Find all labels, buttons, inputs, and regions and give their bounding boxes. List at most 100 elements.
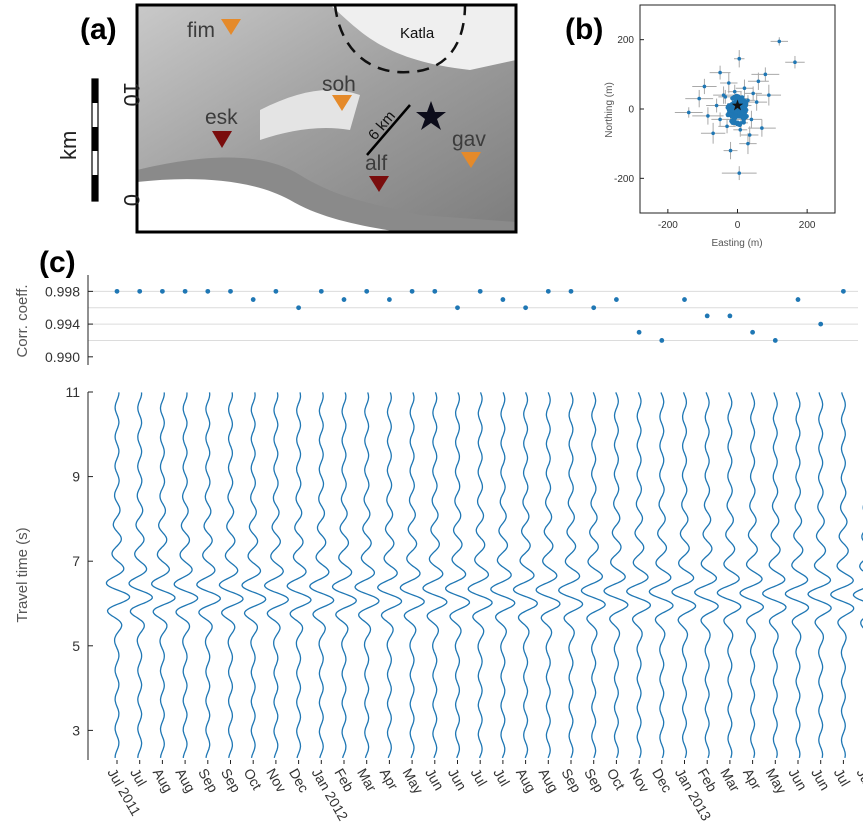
waveform-trace xyxy=(331,392,357,759)
waveform-trace xyxy=(263,392,289,759)
station-gav: gav xyxy=(452,128,486,168)
waveform-x-tick-label: Jul xyxy=(127,766,150,790)
waveform-y-ticks: 11 9 7 5 3 xyxy=(65,384,93,738)
correlation-y-tick-label: 0.990 xyxy=(45,349,80,365)
scatter-point xyxy=(740,110,745,115)
correlation-point xyxy=(409,288,415,294)
correlation-point xyxy=(250,297,256,302)
waveform-trace xyxy=(445,392,471,759)
waveform-x-tick-label: Nov xyxy=(263,766,289,796)
waveform-y-tick-label: 7 xyxy=(72,553,80,569)
waveform-trace xyxy=(671,392,697,759)
scatter-point xyxy=(728,112,733,116)
waveform-trace xyxy=(784,392,810,759)
correlation-point xyxy=(318,288,324,294)
scatter-y-label: Northing (m) xyxy=(604,82,615,138)
scatter-point xyxy=(756,79,761,84)
scatter-point xyxy=(737,171,742,175)
correlation-point xyxy=(114,288,120,294)
scatter-x-ticks: -200 0 200 xyxy=(658,209,816,231)
waveform-trace xyxy=(490,392,516,759)
correlation-point xyxy=(841,288,846,294)
station-marker-icon xyxy=(212,131,232,148)
scatter-point xyxy=(742,86,747,90)
panel-label-a: (a) xyxy=(80,13,117,46)
waveform-x-tick-label: Oct xyxy=(604,766,629,793)
waveform-trace xyxy=(354,392,380,759)
correlation-point xyxy=(205,288,211,294)
waveform-trace xyxy=(399,392,425,759)
correlation-point xyxy=(228,288,233,294)
scatter-x-tick-label: -200 xyxy=(658,220,678,231)
waveform-trace xyxy=(830,392,855,758)
correlation-point xyxy=(273,288,279,294)
station-label: gav xyxy=(452,128,486,151)
correlation-point xyxy=(341,297,347,302)
waveform-x-tick-label: Sep xyxy=(195,766,221,796)
waveform-trace xyxy=(648,392,674,759)
waveform-x-tick-label: Jun xyxy=(422,766,447,794)
waveform-trace xyxy=(377,392,403,759)
scatter-point xyxy=(728,148,733,153)
correlation-plot: 0.998 0.994 0.990 Corr. coeff. xyxy=(14,275,858,365)
waveform-y-tick-label: 3 xyxy=(72,722,80,738)
waveform-traces xyxy=(105,392,863,759)
station-esk: esk xyxy=(205,106,238,148)
scatter-point xyxy=(732,117,736,122)
waveform-x-tick-label: Aug xyxy=(536,766,562,796)
waveform-trace xyxy=(762,392,787,759)
scatter-point xyxy=(744,103,749,108)
waveform-trace xyxy=(535,392,561,759)
scatter-point xyxy=(706,114,710,118)
station-label: alf xyxy=(365,152,387,175)
waveform-x-tick-label: Aug xyxy=(513,766,539,796)
outlet-glacier xyxy=(260,90,360,140)
correlation-point xyxy=(772,338,778,343)
scatter-y-tick-label: 0 xyxy=(628,105,634,116)
correlation-point xyxy=(727,313,733,319)
correlation-point xyxy=(591,305,597,311)
waveform-trace xyxy=(128,392,153,758)
glacier-area xyxy=(137,5,516,70)
scatter-point xyxy=(739,121,743,125)
correlation-point xyxy=(795,297,801,302)
correlation-point xyxy=(818,321,824,327)
scatter-point xyxy=(686,110,691,115)
scatter-point xyxy=(777,39,782,44)
waveform-trace xyxy=(626,392,652,759)
correlation-point xyxy=(160,288,165,294)
map-frame xyxy=(135,3,518,234)
correlation-y-tick-label: 0.994 xyxy=(45,316,80,332)
correlation-gridlines xyxy=(88,290,858,341)
scatter-point xyxy=(793,60,797,64)
map-panel: Katla 6 km fim soh esk alf gav 10 xyxy=(56,3,518,234)
correlation-point xyxy=(137,288,143,294)
waveform-trace xyxy=(241,392,267,759)
station-label: esk xyxy=(205,106,238,129)
scatter-y-tick-label: -200 xyxy=(614,174,634,185)
scatter-x-label: Easting (m) xyxy=(711,238,762,249)
scale-tick-bottom: 0 xyxy=(119,194,144,206)
scatter-point xyxy=(739,96,743,101)
correlation-point xyxy=(296,305,301,311)
scatter-point xyxy=(732,89,737,94)
station-marker-icon xyxy=(461,152,481,168)
scatter-x-tick-label: 200 xyxy=(799,220,816,231)
scatter-point xyxy=(702,84,707,89)
reference-star-icon xyxy=(731,99,744,111)
waveform-trace xyxy=(852,504,863,629)
panel-label-b: (b) xyxy=(565,13,603,46)
waveform-x-tick-label: Mar xyxy=(717,766,743,795)
correlation-point xyxy=(659,338,665,343)
scatter-point xyxy=(725,124,729,129)
correlation-point xyxy=(455,305,460,311)
scatter-point xyxy=(697,96,701,101)
waveform-trace xyxy=(173,392,199,758)
waveform-trace xyxy=(196,392,221,758)
correlation-point xyxy=(477,288,483,294)
station-label: fim xyxy=(187,19,215,42)
waveform-y-label: Travel time (s) xyxy=(14,527,31,622)
